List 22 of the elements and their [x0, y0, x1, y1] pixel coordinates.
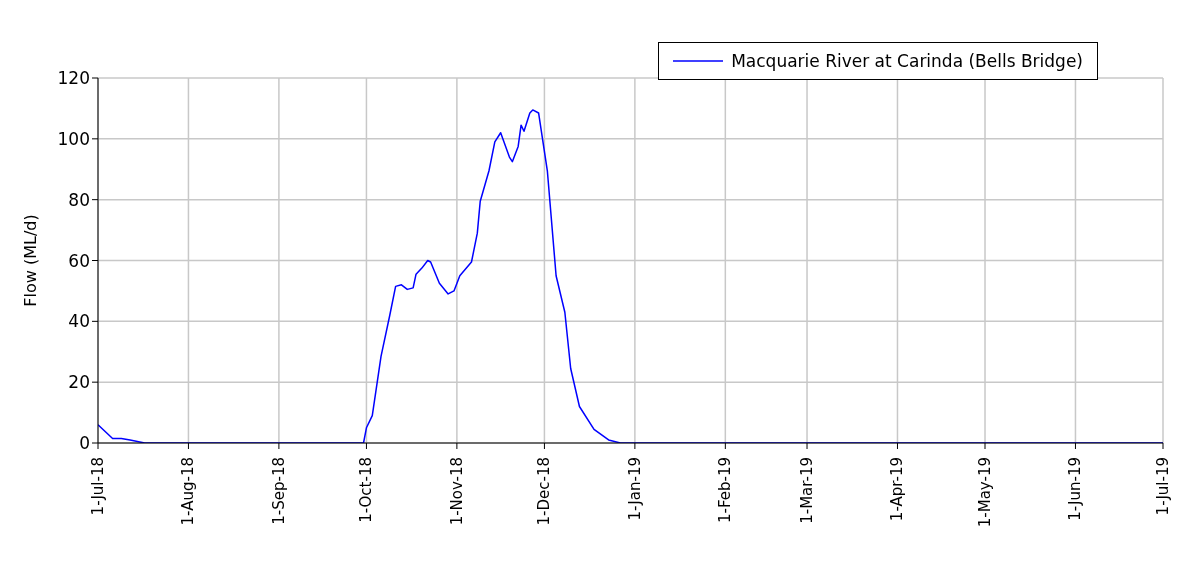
x-tick-label: 1-Jun-19 — [1066, 457, 1085, 521]
x-tick-label: 1-Jul-18 — [89, 457, 107, 516]
x-tick-label: 1-Nov-18 — [447, 457, 466, 526]
x-tick-label: 1-Aug-18 — [179, 457, 198, 526]
x-tick-label: 1-Sep-18 — [269, 457, 288, 525]
legend-label: Macquarie River at Carinda (Bells Bridge) — [731, 51, 1083, 71]
x-tick-label: 1-Mar-19 — [798, 457, 817, 524]
y-tick-label: 60 — [68, 250, 90, 271]
y-tick-label: 120 — [57, 68, 90, 89]
x-tick-label: 1-Jul-19 — [1154, 457, 1172, 516]
x-tick-label: 1-Oct-18 — [357, 457, 376, 523]
y-tick-label: 0 — [79, 433, 90, 454]
x-tick-label: 1-Apr-19 — [888, 457, 907, 522]
y-tick-label: 20 — [68, 372, 90, 393]
x-tick-label: 1-May-19 — [976, 457, 995, 528]
y-tick-label: 100 — [57, 128, 90, 149]
y-axis-title: Flow (ML/d) — [20, 214, 40, 307]
x-tick-label: 1-Feb-19 — [716, 457, 735, 524]
y-tick-label: 80 — [68, 189, 90, 210]
x-tick-label: 1-Jan-19 — [625, 457, 644, 521]
y-tick-label: 40 — [68, 311, 90, 332]
x-tick-label: 1-Dec-18 — [535, 457, 554, 526]
